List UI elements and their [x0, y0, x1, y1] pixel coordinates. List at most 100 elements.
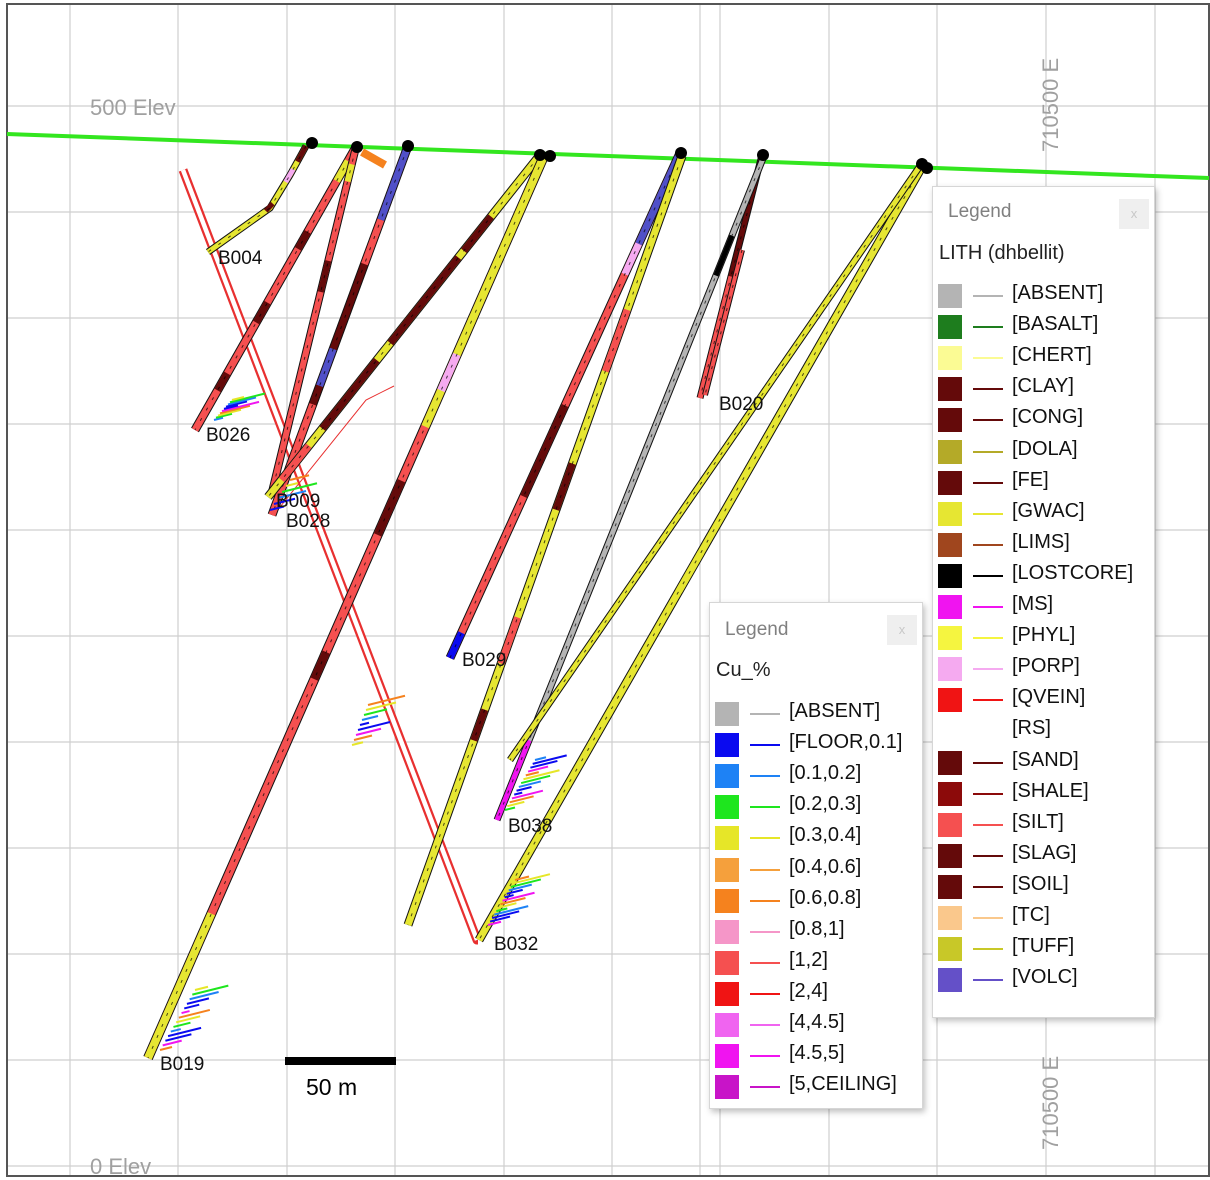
assay-bar [534, 756, 547, 761]
legend-line-sample [973, 854, 1003, 857]
assay-bar [365, 701, 397, 711]
assay-histogram [159, 984, 229, 1051]
assay-bar [508, 883, 533, 892]
legend-line-sample [973, 792, 1003, 795]
assay-bar [502, 891, 535, 902]
legend-item[interactable]: [BASALT] [938, 313, 1138, 340]
assay-bar [512, 873, 551, 885]
legend-item[interactable]: [ABSENT] [938, 282, 1138, 309]
assay-bar [289, 474, 310, 481]
drillhole-collars [306, 137, 933, 174]
legend-item[interactable]: [TUFF] [938, 935, 1138, 962]
legend-item[interactable]: [5,CEILING] [715, 1073, 915, 1100]
legend-field-name: LITH (dhbellit) [939, 242, 1065, 264]
collar-marker[interactable] [675, 147, 687, 159]
assay-bar [532, 754, 567, 765]
collar-marker[interactable] [351, 141, 363, 153]
drillhole-B019[interactable] [143, 153, 549, 1061]
drillhole-B009b[interactable] [264, 152, 544, 500]
legend-item[interactable]: [LIMS] [938, 531, 1138, 558]
legend-close-button[interactable]: x [887, 615, 917, 645]
legend-line-sample [750, 713, 780, 715]
cu-legend-panel[interactable]: Legend x Cu_% [ABSENT] [FLOOR,0.1] [0.1,0.… [709, 602, 923, 1109]
collar-marker[interactable] [402, 140, 414, 152]
collar-marker[interactable] [544, 150, 556, 162]
legend-line-sample [973, 512, 1003, 515]
assay-bar [215, 412, 233, 419]
legend-item[interactable]: [0.2,0.3] [715, 793, 915, 820]
lith-legend-panel[interactable]: Legend x LITH (dhbellit) [ABSENT] [BASALT… [932, 186, 1155, 1018]
legend-item[interactable]: [TC] [938, 904, 1138, 931]
legend-item[interactable]: [PORP] [938, 655, 1138, 682]
drillhole-B009[interactable] [268, 146, 360, 493]
legend-item[interactable]: [1,2] [715, 949, 915, 976]
drillhole-B032[interactable] [475, 162, 927, 943]
legend-item[interactable]: [LOSTCORE] [938, 562, 1138, 589]
legend-item-label: [FLOOR,0.1] [789, 731, 903, 754]
legend-item[interactable]: [RS] [938, 717, 1138, 744]
legend-item[interactable]: [4.5,5] [715, 1042, 915, 1069]
drillhole-label: B020 [719, 394, 763, 415]
legend-field-name: Cu_% [716, 659, 771, 681]
legend-item[interactable]: [DOLA] [938, 438, 1138, 465]
legend-line-sample [750, 961, 780, 964]
legend-item[interactable]: [0.6,0.8] [715, 887, 915, 914]
legend-item-label: [0.1,0.2] [789, 762, 862, 785]
legend-item-label: [PHYL] [1012, 624, 1076, 647]
drillhole-crossing[interactable] [178, 168, 482, 945]
legend-item-label: [VOLC] [1012, 966, 1078, 989]
legend-item[interactable]: [CLAY] [938, 375, 1138, 402]
legend-item[interactable]: [0.8,1] [715, 918, 915, 945]
drillhole-axis [147, 155, 545, 1059]
legend-item[interactable]: [0.4,0.6] [715, 856, 915, 883]
legend-close-button[interactable]: x [1119, 199, 1149, 229]
legend-swatch [938, 501, 962, 526]
collar-marker[interactable] [757, 149, 769, 161]
drillhole-B004[interactable] [205, 144, 310, 255]
legend-item[interactable]: [VOLC] [938, 966, 1138, 993]
legend-swatch [715, 981, 739, 1006]
legend-item[interactable]: [SAND] [938, 749, 1138, 776]
legend-swatch [938, 781, 962, 806]
assay-bar [229, 392, 266, 404]
legend-line-sample [750, 775, 780, 778]
legend-item[interactable]: [FLOOR,0.1] [715, 731, 915, 758]
legend-item-label: [GWAC] [1012, 499, 1085, 522]
legend-item[interactable]: [SILT] [938, 811, 1138, 838]
legend-item-label: [QVEIN] [1012, 686, 1086, 709]
drillhole-B020b[interactable] [702, 249, 745, 396]
legend-item[interactable]: [0.1,0.2] [715, 762, 915, 789]
drillhole-B032b[interactable] [507, 164, 923, 762]
collar-marker[interactable] [921, 162, 933, 174]
drillhole-label: B026 [206, 425, 250, 446]
legend-item[interactable]: [2,4] [715, 980, 915, 1007]
legend-item[interactable]: [MS] [938, 593, 1138, 620]
assay-bar [500, 897, 526, 906]
drillhole-B026[interactable] [191, 144, 360, 433]
drillhole-label: B004 [218, 248, 263, 269]
legend-swatch [715, 702, 739, 726]
drillhole-B038a[interactable] [403, 154, 687, 927]
legend-item[interactable]: [ABSENT] [715, 700, 915, 727]
legend-item[interactable]: [0.3,0.4] [715, 824, 915, 851]
legend-swatch [938, 284, 962, 308]
legend-item[interactable]: [CONG] [938, 406, 1138, 433]
assay-bar [175, 1015, 201, 1024]
drillhole-interval [316, 347, 337, 388]
assay-bar [514, 875, 530, 881]
legend-swatch [938, 439, 962, 464]
legend-item[interactable]: [SHALE] [938, 780, 1138, 807]
legend-item[interactable]: [SOIL] [938, 873, 1138, 900]
legend-item-label: [5,CEILING] [789, 1073, 897, 1096]
assay-bar [489, 915, 511, 923]
collar-marker[interactable] [534, 149, 546, 161]
legend-item[interactable]: [QVEIN] [938, 686, 1138, 713]
legend-item[interactable]: [SLAG] [938, 842, 1138, 869]
collar-marker[interactable] [306, 137, 318, 149]
legend-item[interactable]: [4,4.5] [715, 1011, 915, 1038]
legend-item[interactable]: [FE] [938, 469, 1138, 496]
legend-item[interactable]: [GWAC] [938, 500, 1138, 527]
legend-item[interactable]: [PHYL] [938, 624, 1138, 651]
legend-item[interactable]: [CHERT] [938, 344, 1138, 371]
